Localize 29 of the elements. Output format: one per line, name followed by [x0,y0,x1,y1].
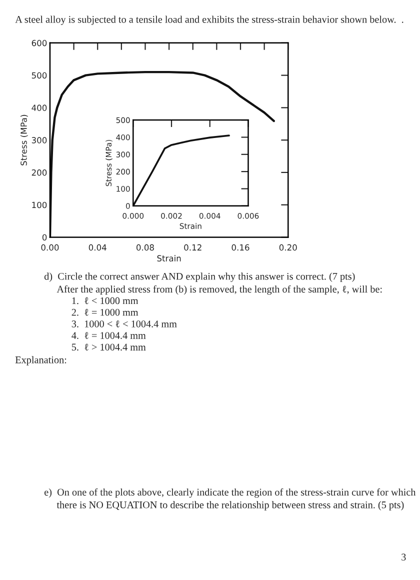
y-tick-label: 400 [32,104,47,111]
text: 2. ℓ = 1000 mm [72,308,138,316]
text: 3 [402,554,406,560]
text: Explanation: [15,356,66,366]
x-tick-label: 0.20 [279,244,297,251]
y-tick-label: 200 [32,169,47,176]
text: 1. ℓ < 1000 mm [72,297,138,304]
x-axis-title: Strain [157,255,181,262]
text: 4. ℓ = 1004.4 mm [72,332,146,339]
text: d) Circle the correct answer AND explain why this answer is correct. (7 pts) [44,272,355,282]
x-tick-label: 0.00 [41,244,59,251]
line-series [133,134,230,206]
x-tick-label: 0.16 [232,244,250,251]
y-tick-label: 0 [42,234,47,241]
text: there is NO EQUATION to describe the relationship between stress and strain. (5 pts) [56,501,404,510]
x-tick-label: 0.12 [184,244,202,251]
text: e) On one of the plots above, clearly indicate the region of the stress-strain curve for which [44,488,416,498]
chart-title: A steel alloy is subjected to a tensile load and exhibits the stress-strain behavior shown below. . [15,16,404,25]
y-tick-label: 500 [32,72,47,79]
text: 5. ℓ > 1004.4 mm [72,344,146,351]
text: After the applied stress from (b) is removed, the length of the sample, ℓ, will be: [56,285,382,295]
x-tick-label: 0.04 [88,244,106,251]
y-tick-label: 600 [32,40,47,46]
x-tick-label: 0.08 [136,244,154,251]
y-tick-label: 300 [32,137,47,144]
y-axis-title: Stress (MPa) [20,114,28,166]
y-tick-label: 100 [32,202,47,208]
text: 3. 1000 < ℓ < 1004.4 mm [72,320,177,328]
line-series [50,70,275,238]
